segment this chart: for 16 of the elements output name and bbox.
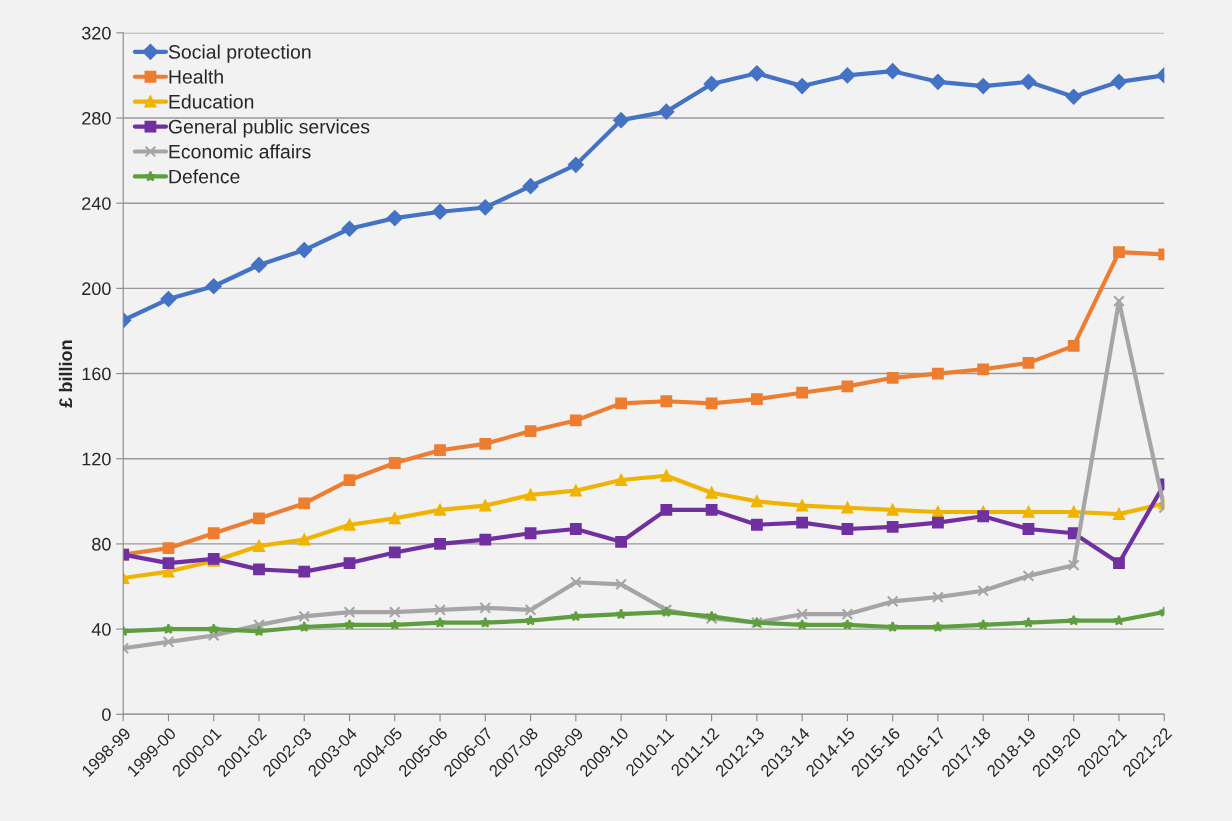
y-tick-label: 160	[82, 367, 111, 381]
y-tick-label: 120	[82, 452, 111, 466]
y-tick-label: 40	[91, 623, 111, 636]
y-tick-label: 0	[102, 708, 111, 721]
legend-label: General public services	[168, 119, 370, 138]
legend-label: Defence	[169, 169, 240, 184]
y-tick-label: 320	[81, 26, 111, 40]
y-tick-label: 240	[82, 197, 111, 210]
y-tick-label: 200	[82, 282, 111, 296]
y-axis-title: £ billion	[58, 340, 73, 408]
legend-label: Economic affairs	[169, 144, 311, 159]
legend-label: Health	[169, 69, 223, 84]
legend-label: Social protection	[168, 44, 311, 63]
legend-label: Education	[169, 94, 254, 109]
y-tick-label: 280	[82, 111, 111, 125]
y-tick-label: 80	[92, 537, 111, 551]
